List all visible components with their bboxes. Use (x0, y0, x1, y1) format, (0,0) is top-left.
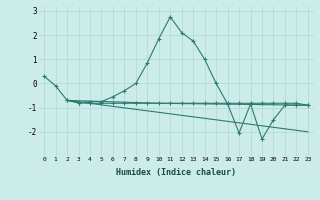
X-axis label: Humidex (Indice chaleur): Humidex (Indice chaleur) (116, 168, 236, 177)
